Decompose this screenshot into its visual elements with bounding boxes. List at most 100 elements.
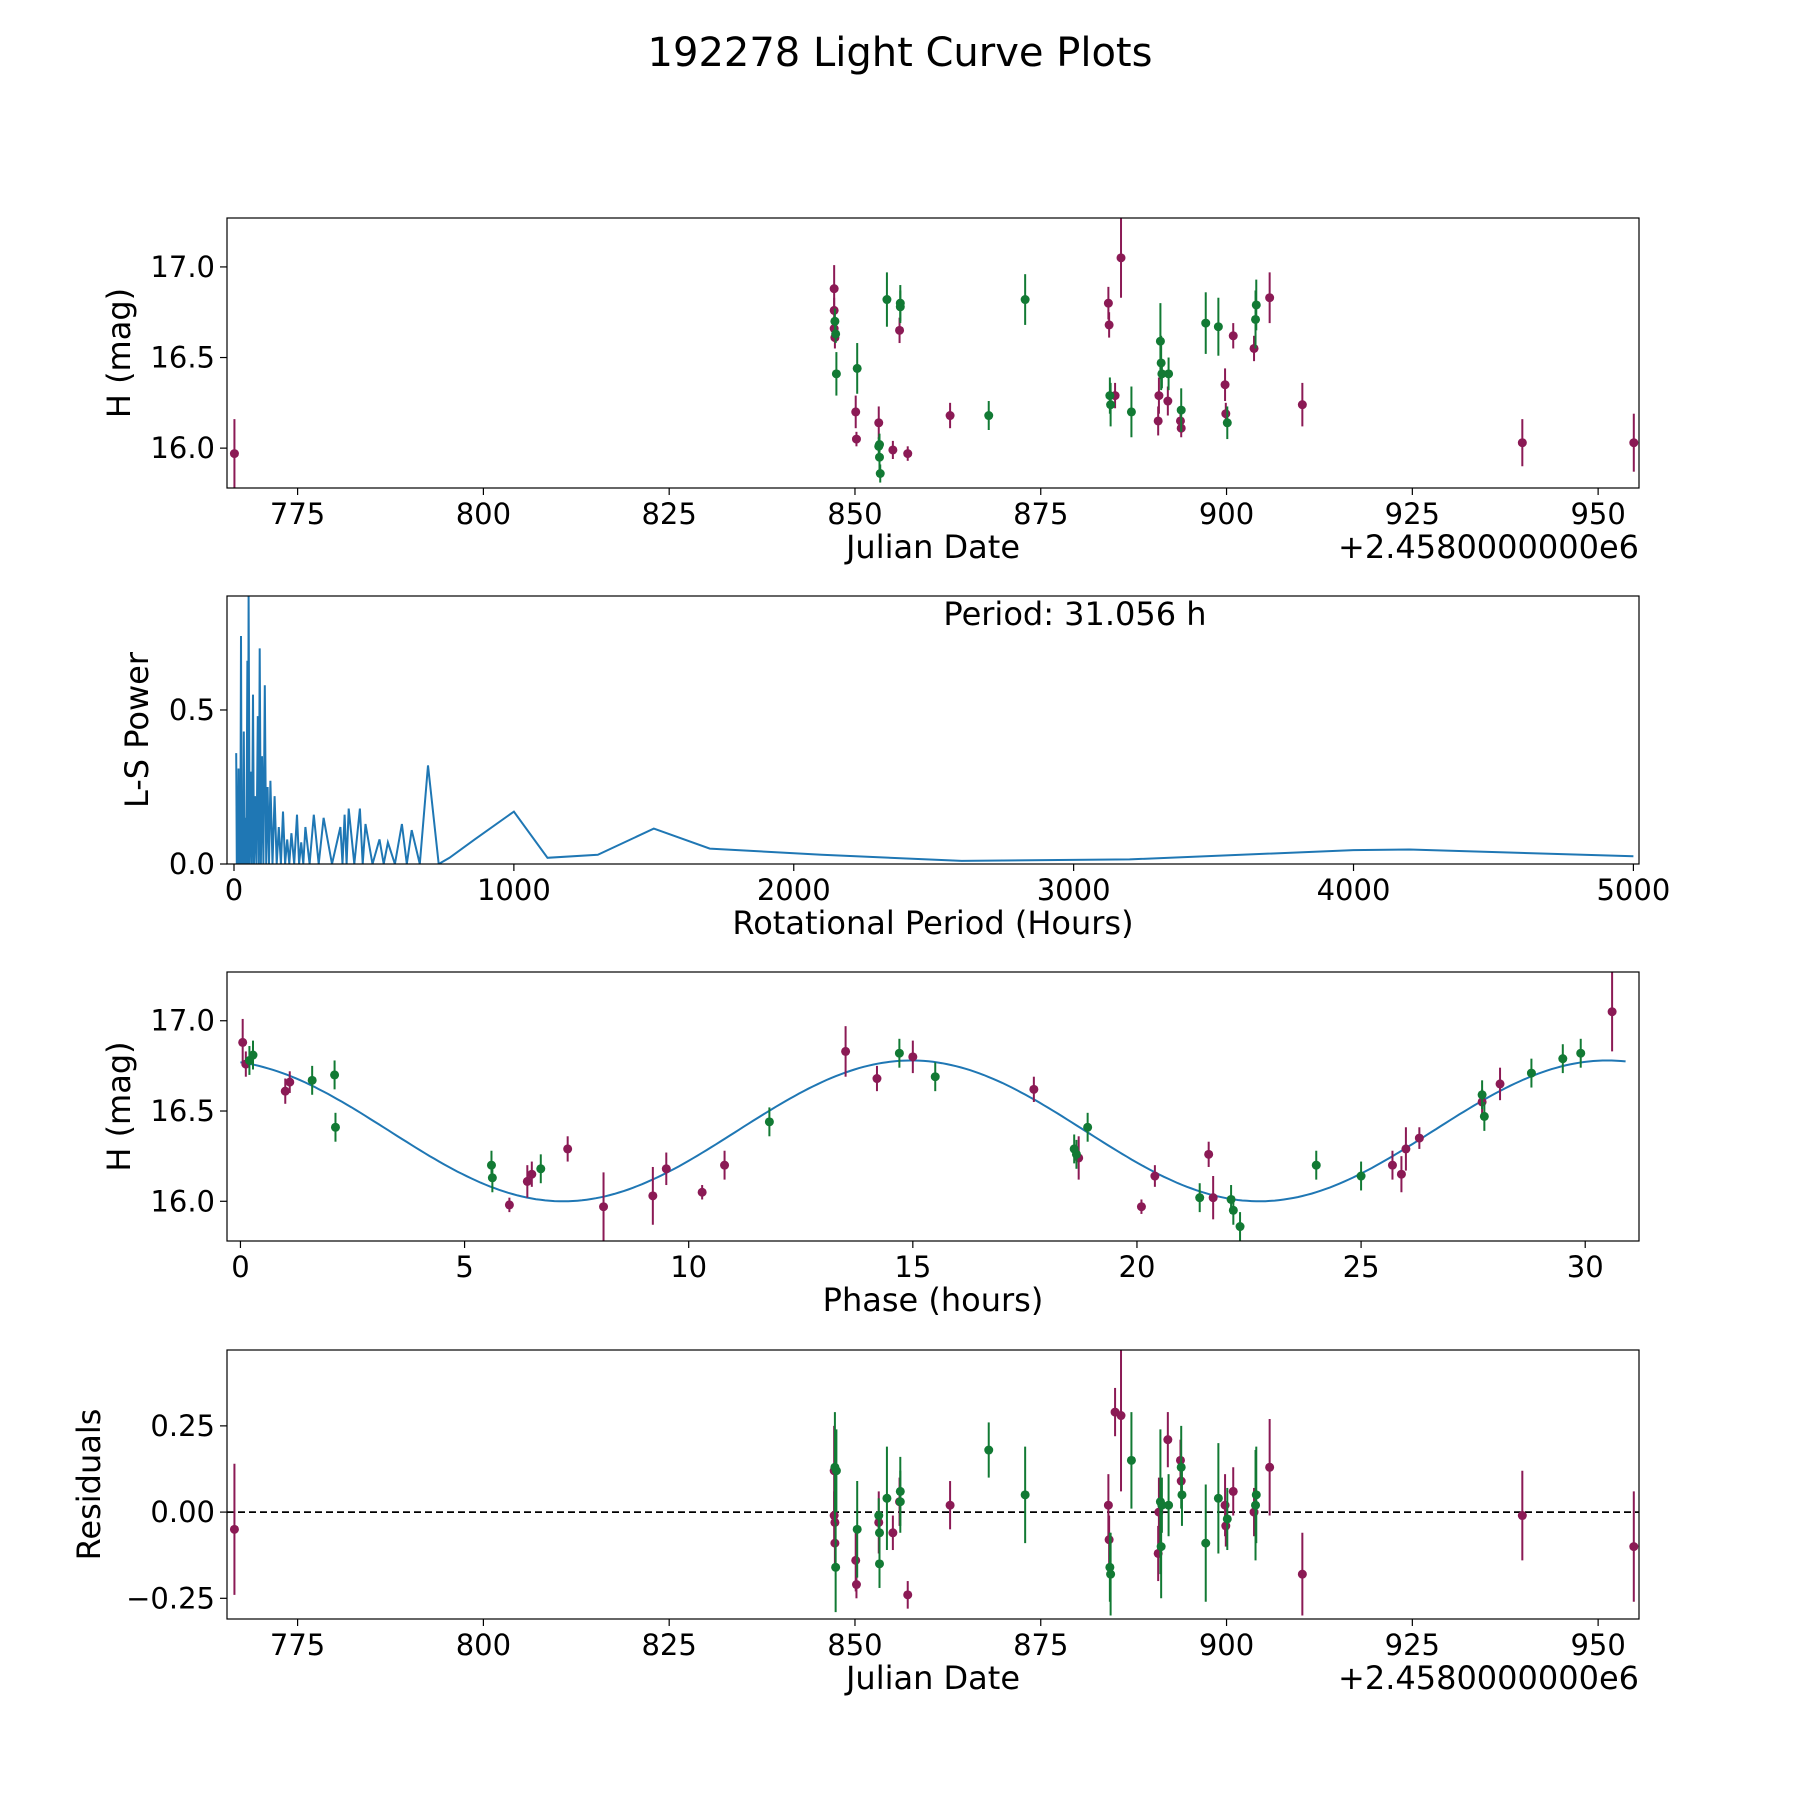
data-point <box>1297 1569 1307 1579</box>
data-point <box>1157 369 1167 379</box>
data-point <box>1558 1054 1568 1064</box>
data-point <box>1629 438 1639 448</box>
data-point <box>831 1466 841 1476</box>
data-point <box>1020 295 1030 305</box>
x-tick-label: 775 <box>270 497 325 531</box>
data-point <box>1126 1455 1136 1465</box>
x-tick-label: 950 <box>1570 497 1625 531</box>
data-point <box>1201 1538 1211 1548</box>
data-point <box>1106 1569 1116 1579</box>
plot-area <box>227 1350 1639 1616</box>
x-tick-label: 15 <box>894 1250 931 1284</box>
x-tick-label: 30 <box>1567 1250 1604 1284</box>
x-tick-label: 925 <box>1385 1628 1440 1662</box>
data-point <box>1156 1542 1166 1552</box>
series-green <box>830 272 1261 483</box>
data-point <box>1177 1490 1187 1500</box>
x-tick-label: 800 <box>456 497 511 531</box>
data-point <box>1104 320 1114 330</box>
data-point <box>852 1524 862 1534</box>
axes-frame <box>226 217 1640 489</box>
data-point <box>1526 1068 1536 1078</box>
y-tick-label: 0.0 <box>169 847 215 881</box>
y-tick-label: 17.0 <box>150 250 215 284</box>
data-point <box>238 1037 248 1047</box>
data-point <box>882 1493 892 1503</box>
data-point <box>1517 438 1527 448</box>
data-point <box>930 1072 940 1082</box>
data-point <box>875 469 885 479</box>
x-tick-label: 5 <box>455 1250 473 1284</box>
x-tick-label: 0 <box>225 873 243 907</box>
data-point <box>1176 405 1186 415</box>
ls-power-line <box>235 596 1634 864</box>
data-point <box>1163 396 1173 406</box>
y-tick-label: 16.5 <box>150 341 215 375</box>
y-tick-label: 16.0 <box>150 1184 215 1218</box>
data-point <box>229 1524 239 1534</box>
y-axis-label: H (mag) <box>100 288 138 418</box>
data-point <box>1201 318 1211 328</box>
period-annotation: Period: 31.056 h <box>943 595 1206 633</box>
x-tick-label: 900 <box>1199 497 1254 531</box>
data-point <box>908 1052 918 1062</box>
data-point <box>1221 409 1231 419</box>
x-tick-label: 825 <box>641 1628 696 1662</box>
x-tick-label: 950 <box>1570 1628 1625 1662</box>
data-point <box>1249 343 1259 353</box>
data-point <box>1116 1411 1126 1421</box>
data-point <box>851 434 861 444</box>
x-tick-label: 875 <box>1013 1628 1068 1662</box>
data-point <box>487 1173 497 1183</box>
x-tick-label: 10 <box>670 1250 707 1284</box>
data-point <box>903 1590 913 1600</box>
data-point <box>1116 253 1126 263</box>
y-axis-label: H (mag) <box>100 1041 138 1171</box>
y-tick-label: 16.0 <box>150 431 215 465</box>
data-point <box>830 316 840 326</box>
data-point <box>599 1202 609 1212</box>
data-point <box>841 1046 851 1056</box>
x-axis-label: Rotational Period (Hours) <box>732 904 1133 942</box>
data-point <box>720 1160 730 1170</box>
data-point <box>1103 298 1113 308</box>
data-point <box>852 363 862 373</box>
x-offset-text: +2.4580000000e6 <box>1338 1659 1639 1697</box>
data-point <box>1154 391 1164 401</box>
x-tick-label: 2000 <box>757 873 831 907</box>
data-point <box>1126 407 1136 417</box>
panel-jd: 775 800 825 850 875 900 925 950 16.0 16.5 17.0 Juli… <box>100 217 1640 566</box>
x-tick-label: 800 <box>456 1628 511 1662</box>
data-point <box>285 1077 295 1087</box>
data-point <box>851 1580 861 1590</box>
data-point <box>504 1200 514 1210</box>
data-point <box>829 284 839 294</box>
data-point <box>1208 1193 1218 1203</box>
data-point <box>874 1528 884 1538</box>
data-point <box>984 1445 994 1455</box>
data-point <box>697 1187 707 1197</box>
axes-frame <box>226 971 1640 1242</box>
data-point <box>831 369 841 379</box>
data-point <box>1222 418 1232 428</box>
data-point <box>330 1122 340 1132</box>
data-point <box>831 329 841 339</box>
data-point <box>1163 1435 1173 1445</box>
x-tick-label: 3000 <box>1037 873 1111 907</box>
plot-area <box>235 596 1634 864</box>
y-tick-label: 0.5 <box>169 693 215 727</box>
x-axis-label: Julian Date <box>844 528 1020 566</box>
data-point <box>307 1075 317 1085</box>
data-point <box>661 1164 671 1174</box>
series-purple <box>238 972 1617 1241</box>
data-point <box>1213 322 1223 332</box>
axes-frame <box>226 1349 1640 1620</box>
series-purple <box>229 218 1639 488</box>
data-point <box>1251 300 1261 310</box>
data-point <box>248 1050 258 1060</box>
data-point <box>1157 1500 1167 1510</box>
panel-ls: 0 1000 2000 3000 4000 5000 0.0 0.5 Rotational Pe… <box>118 595 1670 942</box>
data-point <box>1387 1160 1397 1170</box>
x-tick-label: 0 <box>231 1250 249 1284</box>
data-point <box>330 1070 340 1080</box>
